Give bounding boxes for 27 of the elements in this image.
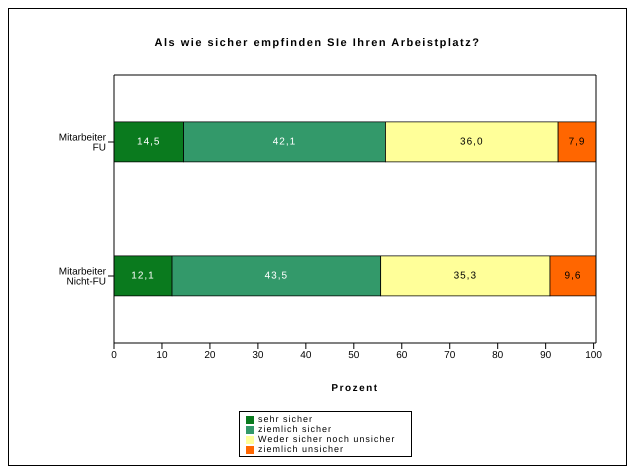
x-tick-label: 10 [156, 350, 168, 362]
data-label: 9,6 [564, 270, 582, 282]
x-tick-label: 0 [111, 350, 118, 362]
legend-label: sehr sicher [258, 414, 314, 424]
y-tick-label: Mitarbeiter FU [58, 132, 107, 154]
data-label: 12,1 [131, 270, 155, 282]
x-tick-label: 20 [204, 350, 216, 362]
data-label: 36,0 [460, 136, 484, 148]
data-label: 43,5 [264, 270, 288, 282]
x-tick-label: 30 [252, 350, 264, 362]
x-tick-label: 60 [396, 350, 408, 362]
legend-label: ziemlich sicher [258, 424, 332, 434]
x-tick-label: 80 [492, 350, 504, 362]
x-tick-label: 100 [585, 350, 602, 362]
x-tick-label: 50 [348, 350, 360, 362]
data-label: 7,9 [568, 136, 586, 148]
x-tick-label: 90 [540, 350, 552, 362]
data-label: 42,1 [272, 136, 296, 148]
chart-title: Als wie sicher empfinden SIe Ihren Arbeistplatz? [154, 37, 482, 49]
x-axis-title: Prozent [331, 383, 379, 394]
data-label: 35,3 [454, 270, 478, 282]
legend-label: ziemlich unsicher [258, 444, 344, 454]
x-tick-label: 40 [300, 350, 312, 362]
x-tick-label: 70 [444, 350, 456, 362]
data-label: 14,5 [137, 136, 161, 148]
legend-label: Weder sicher noch unsicher [258, 434, 396, 444]
y-tick-label: Mitarbeiter Nicht-FU [58, 266, 107, 288]
